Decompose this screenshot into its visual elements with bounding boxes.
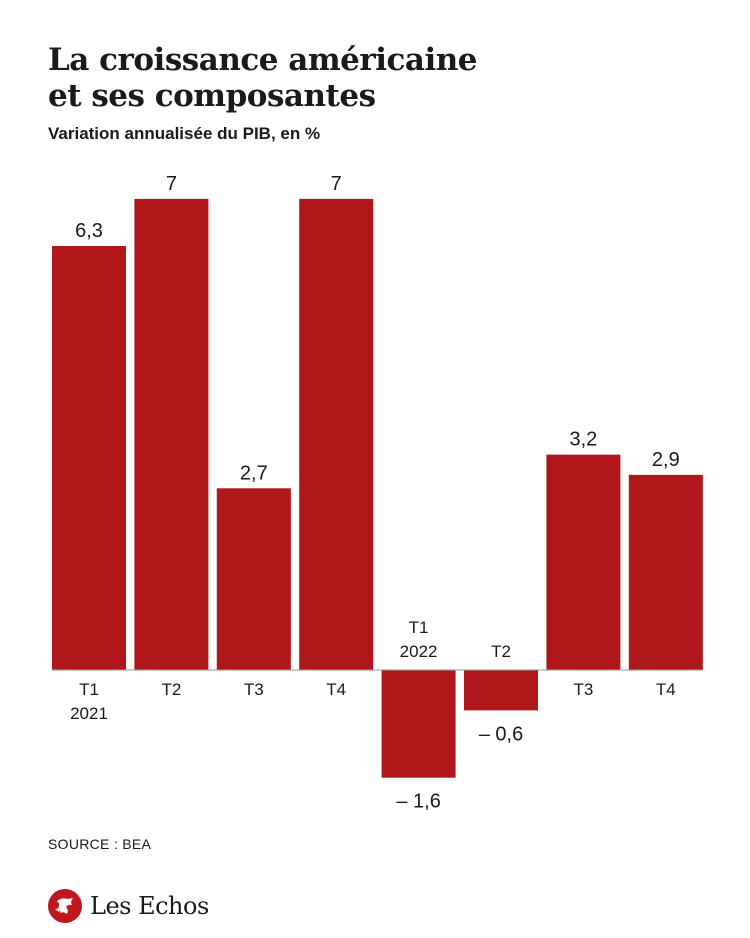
bar xyxy=(216,488,291,670)
data-label: 6,3 xyxy=(75,220,103,242)
chart-subtitle: Variation annualisée du PIB, en % xyxy=(48,124,321,143)
category-tick-label: T4 xyxy=(326,680,346,699)
bar xyxy=(628,474,703,670)
bar xyxy=(546,454,621,670)
category-tick-label: T1 xyxy=(79,680,99,699)
data-label: 3,2 xyxy=(569,429,597,451)
bar xyxy=(134,198,209,670)
category-tick-label: T3 xyxy=(244,680,264,699)
brand-name: Les Echos xyxy=(90,892,209,920)
bar xyxy=(299,198,374,670)
category-tick-label: T2 xyxy=(491,642,511,661)
data-label: 2,9 xyxy=(652,449,680,471)
chart-title: La croissance américaine et ses composan… xyxy=(48,42,708,114)
category-tick-label: 2021 xyxy=(70,704,108,723)
data-label: 7 xyxy=(166,173,177,195)
brand-emblem-icon xyxy=(48,889,82,923)
bar-chart: 6,3 T1 2021 7 T2 2,7 T3 7 T4 – 1,6 T1 2022 – 0,6 T2 3,… xyxy=(52,173,703,813)
category-tick-label: T1 xyxy=(409,618,429,637)
data-label: – 1,6 xyxy=(396,791,440,813)
data-label: 7 xyxy=(331,173,342,195)
data-label: – 0,6 xyxy=(479,723,523,745)
chart-title-line2: et ses composantes xyxy=(48,78,376,114)
brand-logo: Les Echos xyxy=(48,888,209,924)
category-tick-label: T4 xyxy=(656,680,676,699)
bar xyxy=(381,670,456,778)
data-label: 2,7 xyxy=(240,462,268,484)
bar xyxy=(52,246,126,670)
bar xyxy=(464,670,538,711)
category-tick-label: T2 xyxy=(161,680,181,699)
category-tick-label: T3 xyxy=(573,680,593,699)
chart-title-line1: La croissance américaine xyxy=(48,42,477,78)
source-note: SOURCE : BEA xyxy=(48,836,152,852)
category-tick-label: 2022 xyxy=(400,642,438,661)
